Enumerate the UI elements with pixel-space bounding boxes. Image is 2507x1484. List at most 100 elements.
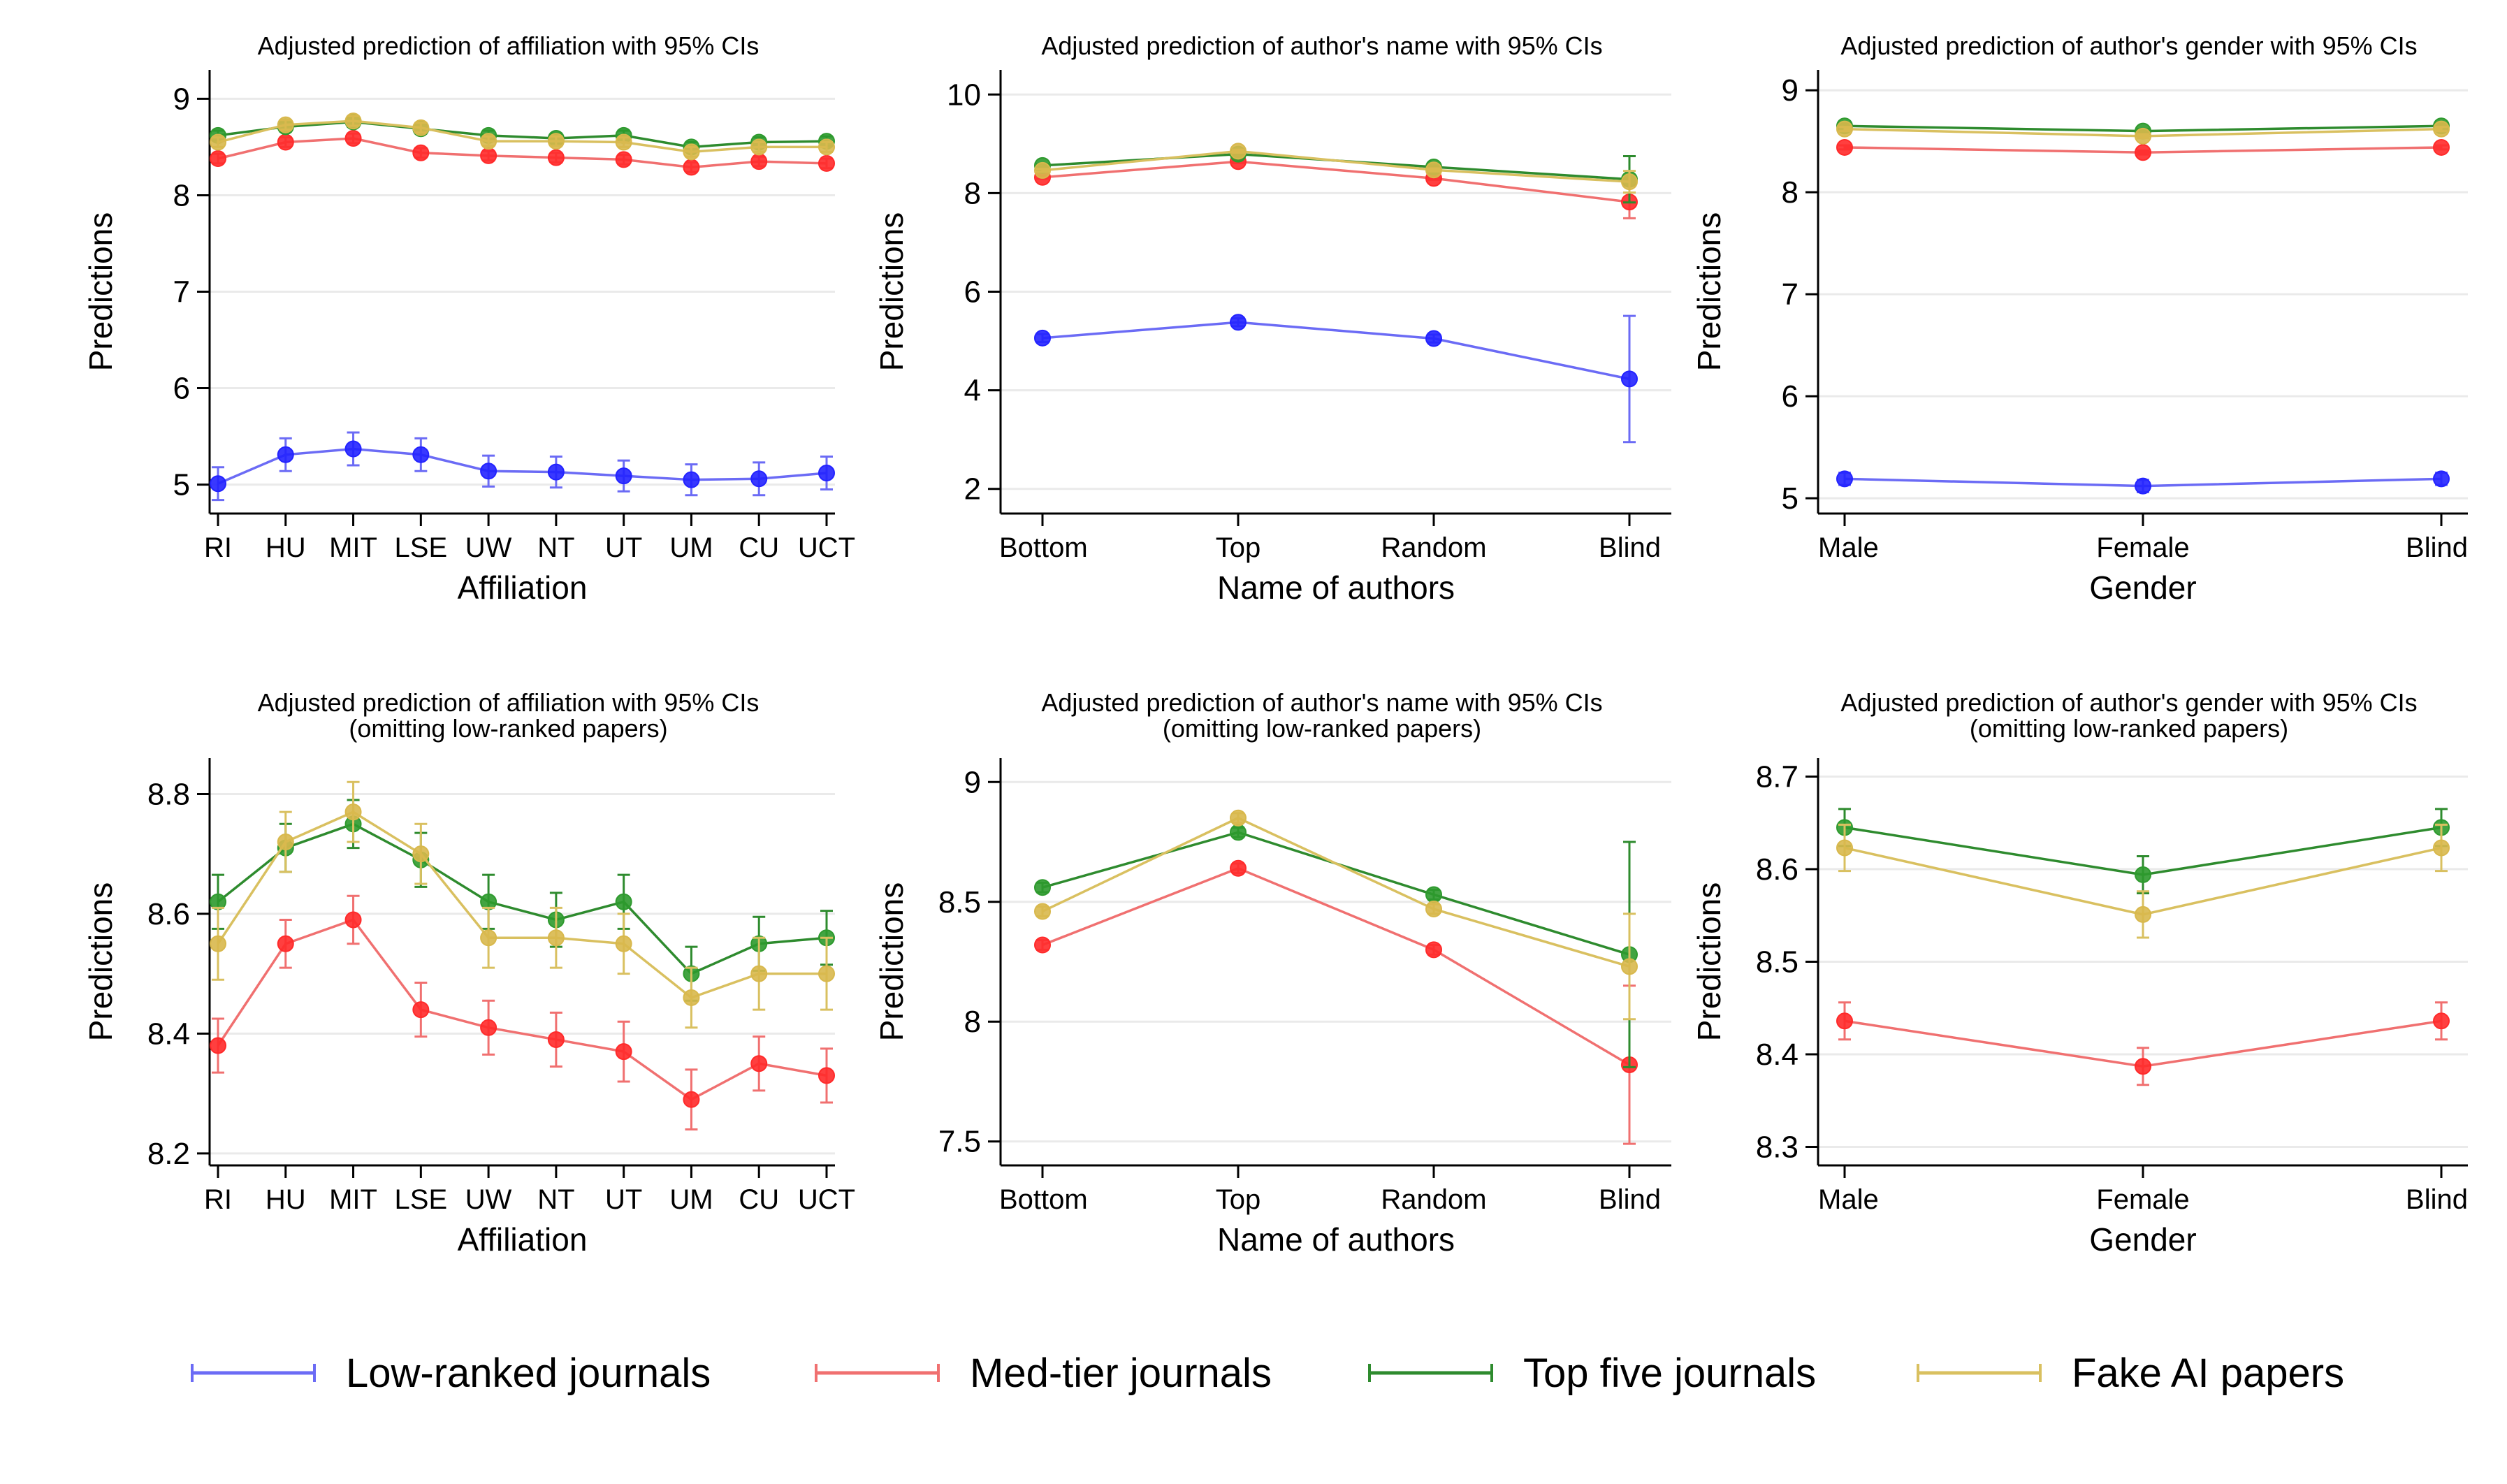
x-tick-label: UT [605,1184,642,1215]
x-tick-label: UCT [798,532,855,563]
series-fake [1034,143,1638,194]
x-tick-label: Male [1818,1184,1879,1215]
chart-title: (omitting low-ranked papers) [349,714,667,743]
data-point [615,467,632,485]
data-point [2433,839,2450,857]
y-axis-title: Predictions [873,212,910,372]
x-tick-label: Top [1216,1184,1261,1215]
data-point [750,965,768,982]
data-point [412,446,430,463]
data-point [210,475,226,493]
x-tick-label: NT [537,1184,574,1215]
data-point [615,133,632,151]
data-point [683,989,700,1006]
series-line [217,119,827,154]
chart-title: Adjusted prediction of author's name wit… [1041,688,1602,717]
x-tick-label: Blind [2406,532,2468,563]
data-point [1621,173,1638,191]
data-point [480,1019,497,1036]
data-point [412,1001,430,1019]
data-point [615,151,632,168]
data-point [750,153,768,170]
y-tick-label: 8.7 [1756,760,1798,794]
data-point [1230,859,1247,877]
data-point [344,130,362,147]
series-line [217,447,827,485]
data-point [683,143,700,161]
data-point [480,929,497,947]
y-axis-title: Predictions [1691,882,1727,1042]
x-tick-label: Female [2096,532,2189,563]
series-med [210,894,835,1131]
y-axis-title: Predictions [82,212,119,372]
y-axis-title: Predictions [1691,212,1727,372]
y-tick-label: 8 [964,176,981,210]
chart-title: Adjusted prediction of author's gender w… [1840,31,2417,60]
series-line [1042,150,1630,183]
y-tick-label: 4 [964,374,981,408]
chart-panels: Adjusted prediction of affiliation with … [82,31,2468,1258]
legend-item-low: Low-ranked journals [191,1351,711,1396]
y-axis-title: Predictions [82,882,119,1042]
x-tick-label: Random [1381,532,1486,563]
x-axis-title: Affiliation [458,1221,588,1258]
x-tick-label: UT [605,532,642,563]
x-tick-label: UW [465,532,512,563]
data-point [277,446,294,463]
data-point [344,803,362,821]
x-tick-label: UM [669,532,713,563]
x-axis-title: Name of authors [1217,1221,1455,1258]
data-point [1034,879,1051,896]
data-point [818,465,835,482]
y-tick-label: 8.5 [938,885,981,919]
y-tick-label: 8.2 [147,1137,190,1171]
y-tick-label: 9 [964,765,981,799]
series-top [1836,808,2450,894]
x-tick-label: MIT [329,1184,377,1215]
y-tick-label: 8.8 [147,777,190,811]
data-point [1621,958,1638,975]
y-tick-label: 8 [1782,175,1798,210]
x-tick-label: Top [1216,532,1261,563]
y-tick-label: 8.3 [1756,1130,1798,1165]
legend-label: Low-ranked journals [346,1351,711,1396]
chart-title: (omitting low-ranked papers) [1970,714,2288,743]
data-point [480,133,497,150]
data-point [818,1067,835,1084]
x-axis-title: Affiliation [458,569,588,606]
y-tick-label: 9 [173,82,190,116]
y-tick-label: 6 [1782,379,1798,414]
series-med [1836,1001,2450,1086]
data-point [1425,941,1442,959]
data-point [2433,138,2450,156]
series-low [1034,314,1638,444]
y-tick-label: 8.6 [1756,852,1798,887]
y-axis-title: Predictions [873,882,910,1042]
data-point [818,138,835,156]
series-line [217,918,827,1101]
y-tick-label: 8 [173,178,190,212]
y-tick-label: 8.4 [1756,1038,1798,1072]
series-line [217,810,827,999]
chart-panel-4: Adjusted prediction of affiliation with … [82,688,855,1258]
data-point [1034,936,1051,954]
data-point [480,147,497,164]
series-low [1836,470,2450,495]
series-low [210,431,835,502]
y-tick-label: 8.6 [147,897,190,931]
data-point [210,150,226,167]
chart-title: Adjusted prediction of author's gender w… [1840,688,2417,717]
legend-item-med: Med-tier journals [815,1351,1272,1396]
y-tick-label: 8.4 [147,1017,190,1051]
x-axis-title: Gender [2089,1221,2196,1258]
legend-item-fake: Fake AI papers [1917,1351,2344,1396]
data-point [1836,1012,1853,1030]
series-med [1836,138,2450,161]
x-tick-label: Blind [1599,1184,1661,1215]
data-point [1034,161,1051,179]
x-tick-label: MIT [329,532,377,563]
x-axis-title: Name of authors [1217,569,1455,606]
x-tick-label: RI [204,1184,232,1215]
data-point [818,154,835,172]
